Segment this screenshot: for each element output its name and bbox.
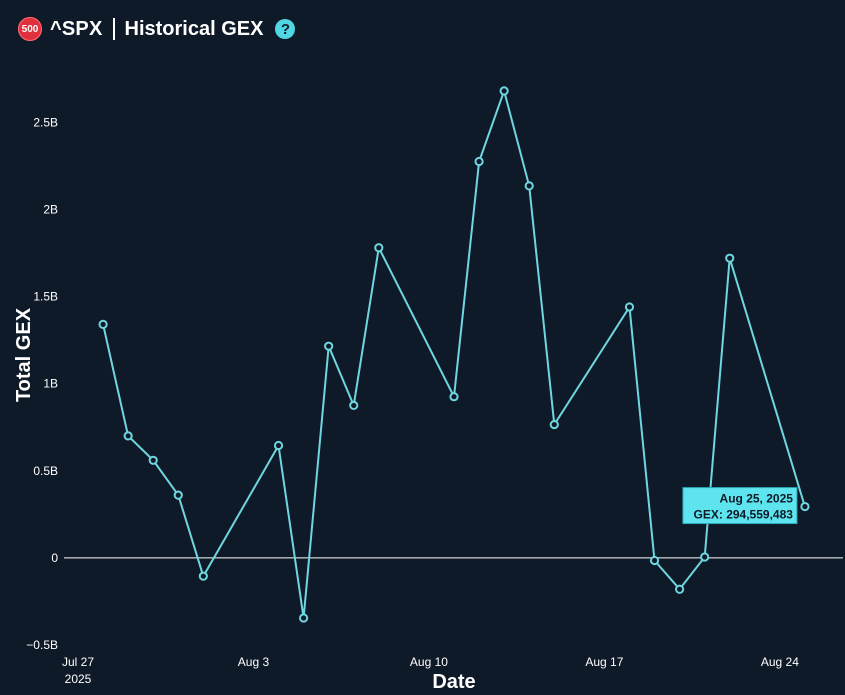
data-point[interactable] xyxy=(800,501,810,512)
data-point[interactable] xyxy=(349,400,359,411)
y-tick-label: 2B xyxy=(43,202,58,216)
data-point[interactable] xyxy=(173,490,183,500)
y-tick-label: 1B xyxy=(43,377,58,391)
x-tick-label: Aug 10 xyxy=(410,655,448,669)
y-tick-label: 0 xyxy=(51,551,58,565)
x-tick-label: Aug 17 xyxy=(585,655,623,669)
data-point[interactable] xyxy=(148,455,158,465)
data-point[interactable] xyxy=(324,341,334,351)
tooltip-box xyxy=(682,487,798,525)
data-point[interactable] xyxy=(198,571,208,581)
data-point[interactable] xyxy=(273,440,284,451)
data-point[interactable] xyxy=(524,181,534,191)
y-tick-label: 2.5B xyxy=(33,115,58,129)
data-point[interactable] xyxy=(299,613,309,623)
title-separator xyxy=(112,18,115,40)
help-icon[interactable]: ? xyxy=(275,19,296,39)
x-tick-label: Aug 3 xyxy=(238,655,270,669)
hover-tooltip: Aug 25, 2025 GEX: 294,559,483 xyxy=(682,487,798,525)
page-title: Historical GEX xyxy=(124,17,264,40)
y-axis-title: Total GEX xyxy=(13,307,35,402)
data-point[interactable] xyxy=(649,555,660,566)
data-point[interactable] xyxy=(675,584,685,594)
series-line xyxy=(102,87,806,619)
x-tick-sublabel: 2025 xyxy=(65,672,92,686)
y-tick-label: 0.5B xyxy=(33,464,58,478)
y-axis-ticks: −0.5B 0 0.5B 1B 1.5B 2B 2.5B xyxy=(26,115,58,652)
x-axis-title: Date xyxy=(432,671,475,693)
data-point[interactable] xyxy=(374,243,384,253)
x-tick-label: Aug 24 xyxy=(761,655,799,669)
data-point[interactable] xyxy=(549,419,559,430)
index-badge: 500 xyxy=(18,17,42,41)
data-point[interactable] xyxy=(123,431,133,441)
data-point[interactable] xyxy=(700,552,710,562)
y-tick-label: −0.5B xyxy=(26,638,58,652)
data-point[interactable] xyxy=(624,302,635,312)
data-point[interactable] xyxy=(449,392,459,402)
x-axis-ticks: Jul 27 2025 Aug 3 Aug 10 Aug 17 Aug 24 xyxy=(62,655,799,686)
data-point[interactable] xyxy=(725,253,735,263)
y-tick-label: 1.5B xyxy=(33,290,58,304)
x-tick-label: Jul 27 xyxy=(62,655,94,669)
tooltip-date: Aug 25, 2025 xyxy=(720,492,794,506)
data-point[interactable] xyxy=(98,319,108,329)
data-points[interactable] xyxy=(98,86,810,623)
data-point[interactable] xyxy=(499,86,509,96)
data-point[interactable] xyxy=(474,156,484,167)
tooltip-value: GEX: 294,559,483 xyxy=(694,508,794,522)
ticker-symbol: ^SPX xyxy=(50,17,103,40)
chart-header: 500 ^SPX Historical GEX ? xyxy=(18,14,296,44)
